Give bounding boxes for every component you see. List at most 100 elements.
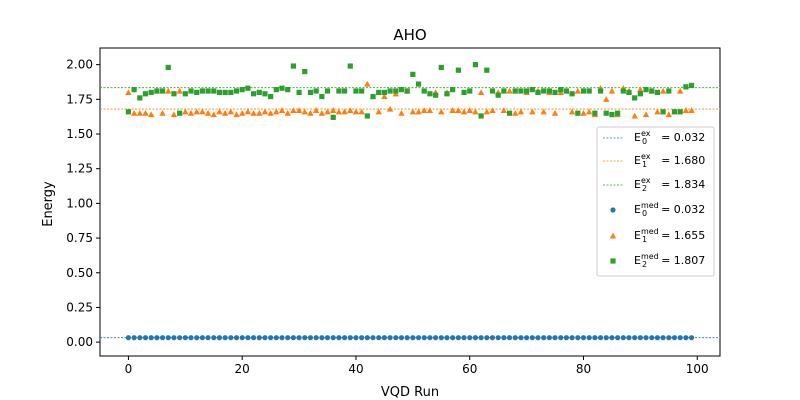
data-point-e1 bbox=[239, 110, 246, 116]
data-point-e1 bbox=[130, 110, 138, 116]
data-point-e1 bbox=[375, 108, 382, 115]
data-point-e2 bbox=[313, 88, 319, 94]
data-point-e1 bbox=[261, 108, 269, 115]
x-tick-label: 80 bbox=[576, 362, 591, 376]
data-point-e2 bbox=[324, 88, 331, 94]
data-point-e0 bbox=[421, 335, 427, 341]
data-point-e1 bbox=[227, 108, 235, 115]
data-point-e1 bbox=[477, 89, 485, 95]
data-point-e2 bbox=[239, 87, 245, 93]
data-point-e1 bbox=[176, 87, 183, 94]
data-point-e1 bbox=[244, 108, 252, 115]
data-point-e1 bbox=[307, 110, 314, 116]
data-point-e0 bbox=[427, 335, 433, 341]
data-point-e1 bbox=[415, 108, 422, 115]
data-point-e1 bbox=[665, 111, 673, 118]
data-point-e0 bbox=[319, 335, 325, 341]
data-point-e2 bbox=[524, 88, 530, 94]
data-point-e0 bbox=[478, 335, 484, 341]
data-point-e2 bbox=[609, 111, 615, 118]
data-point-e0 bbox=[131, 335, 137, 341]
x-tick-label: 60 bbox=[462, 362, 477, 376]
data-point-e1 bbox=[210, 111, 217, 118]
data-point-e2 bbox=[290, 63, 296, 69]
data-point-e2 bbox=[262, 91, 268, 97]
data-point-e2 bbox=[211, 88, 217, 94]
data-point-e1 bbox=[125, 89, 132, 95]
data-point-e1 bbox=[187, 110, 195, 116]
data-point-e1 bbox=[165, 87, 172, 94]
data-point-e2 bbox=[165, 64, 171, 71]
data-point-e2 bbox=[478, 113, 484, 119]
legend-label-med-0: Emed 0 = 0.032 bbox=[634, 201, 705, 218]
x-tick-label: 100 bbox=[686, 362, 709, 376]
data-point-e2 bbox=[341, 88, 348, 94]
data-point-e2 bbox=[688, 82, 695, 89]
data-point-e2 bbox=[182, 91, 188, 97]
data-point-e1 bbox=[256, 110, 263, 116]
data-point-e0 bbox=[205, 335, 211, 341]
data-point-e0 bbox=[620, 335, 626, 341]
data-point-e2 bbox=[677, 109, 683, 115]
data-point-e2 bbox=[268, 93, 274, 100]
data-point-e2 bbox=[489, 88, 496, 94]
data-point-e1 bbox=[540, 108, 547, 115]
data-point-e0 bbox=[279, 335, 285, 341]
y-tick-label: 1.50 bbox=[66, 127, 93, 141]
data-point-e1 bbox=[216, 108, 223, 115]
data-point-e0 bbox=[512, 335, 518, 341]
data-point-e1 bbox=[512, 110, 519, 116]
data-point-e1 bbox=[449, 107, 456, 113]
data-point-e1 bbox=[676, 87, 684, 94]
data-point-e2 bbox=[159, 88, 166, 94]
data-point-e2 bbox=[512, 88, 518, 94]
data-point-e2 bbox=[245, 85, 251, 91]
data-point-e1 bbox=[688, 107, 695, 113]
data-point-e1 bbox=[506, 87, 513, 94]
data-point-e2 bbox=[461, 89, 467, 95]
data-point-e0 bbox=[597, 335, 604, 341]
data-point-e0 bbox=[336, 335, 342, 341]
data-point-e1 bbox=[631, 112, 638, 119]
data-point-e0 bbox=[245, 335, 251, 341]
data-point-e0 bbox=[450, 335, 456, 341]
data-point-e1 bbox=[324, 108, 331, 115]
data-point-e2 bbox=[586, 88, 592, 94]
data-point-e0 bbox=[194, 335, 200, 341]
data-point-e0 bbox=[347, 335, 353, 341]
y-axis-ticks: 0.00 0.25 0.50 0.75 1.00 1.25 1.50 1.75 2.00 bbox=[66, 58, 100, 349]
data-point-e1 bbox=[182, 108, 189, 115]
data-point-e2 bbox=[387, 88, 393, 94]
data-point-e2 bbox=[410, 71, 416, 77]
data-point-e1 bbox=[295, 107, 303, 113]
data-point-e0 bbox=[296, 335, 302, 341]
data-point-e2 bbox=[256, 89, 262, 95]
data-point-e1 bbox=[438, 108, 445, 115]
data-point-e0 bbox=[501, 335, 507, 341]
legend-label-ex-2: Eex 2 = 1.834 bbox=[634, 176, 705, 193]
data-point-e1 bbox=[341, 108, 348, 115]
data-point-e0 bbox=[222, 335, 228, 341]
data-point-e1 bbox=[301, 108, 308, 115]
data-point-e1 bbox=[233, 111, 240, 118]
data-point-e2 bbox=[444, 91, 450, 97]
data-point-e2 bbox=[364, 113, 370, 119]
y-tick-label: 0.75 bbox=[66, 231, 93, 245]
data-point-e1 bbox=[312, 107, 320, 113]
data-point-e0 bbox=[359, 335, 365, 341]
data-point-e0 bbox=[410, 335, 416, 341]
data-point-e2 bbox=[393, 88, 399, 94]
data-point-e2 bbox=[535, 89, 541, 95]
data-point-e0 bbox=[285, 335, 291, 341]
data-point-e2 bbox=[501, 88, 507, 94]
data-point-e0 bbox=[324, 335, 331, 341]
data-point-e0 bbox=[569, 335, 575, 341]
data-point-e0 bbox=[552, 335, 558, 341]
data-point-e1 bbox=[455, 107, 462, 113]
y-tick-label: 0.50 bbox=[66, 266, 93, 280]
y-tick-label: 0.25 bbox=[66, 300, 93, 314]
data-point-e1 bbox=[199, 108, 206, 115]
data-point-e1 bbox=[267, 110, 274, 116]
data-point-e2 bbox=[649, 88, 655, 94]
data-point-e0 bbox=[159, 335, 166, 341]
